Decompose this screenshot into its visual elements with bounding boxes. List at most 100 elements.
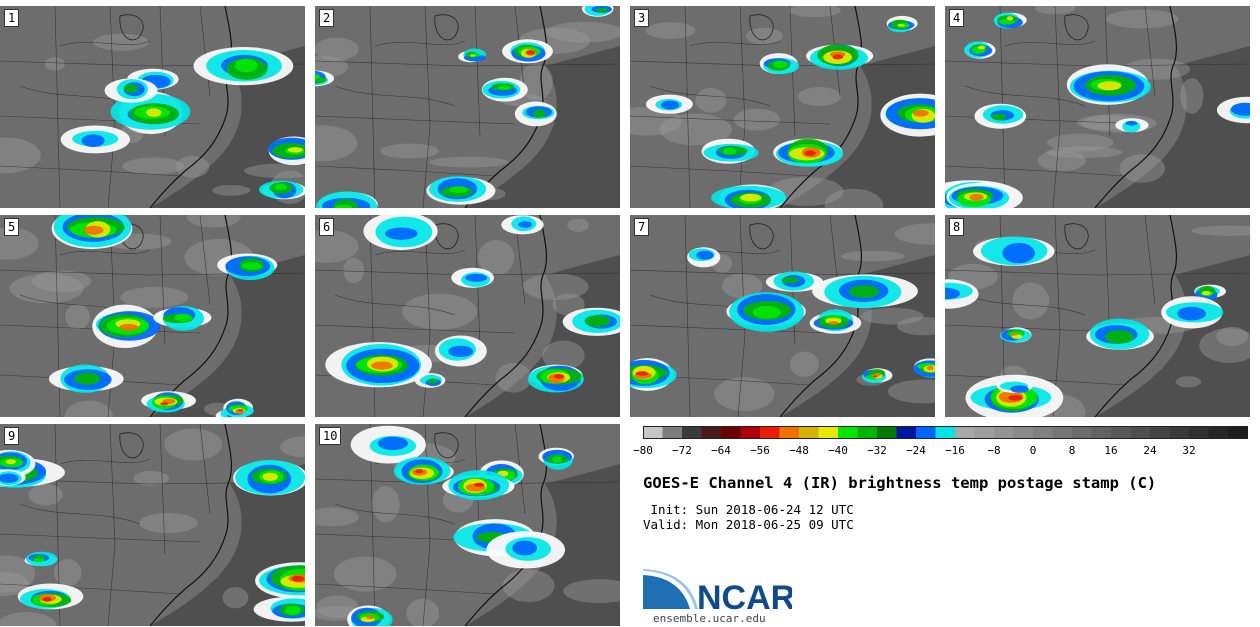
- cloud-cluster: [945, 279, 979, 309]
- panel-label-4: 4: [949, 9, 965, 27]
- colorbar-cell: [857, 426, 878, 439]
- cloud-cluster: [630, 358, 677, 391]
- haze-patch: [406, 598, 440, 626]
- cloud-cluster: [701, 138, 759, 164]
- state-boundary: [159, 424, 166, 555]
- panel-label-5: 5: [4, 218, 20, 236]
- state-boundary: [422, 215, 431, 417]
- state-boundary: [737, 215, 746, 417]
- cloud-layer: [552, 456, 562, 463]
- haze-patch: [522, 273, 589, 301]
- colorbar-tick-label: 16: [1104, 444, 1118, 457]
- panel-label-6: 6: [319, 218, 335, 236]
- cloud-layer: [991, 113, 1007, 121]
- state-boundary: [0, 165, 181, 177]
- member-panel-8: 8: [945, 215, 1250, 417]
- haze-patch: [861, 307, 924, 325]
- state-boundary: [474, 6, 481, 137]
- cloud-layer: [241, 262, 262, 270]
- cloud-layer: [897, 24, 905, 27]
- cloud-layer: [449, 186, 469, 194]
- haze-patch: [542, 340, 585, 371]
- cloud-layer: [448, 345, 474, 358]
- cloud-layer: [469, 54, 476, 57]
- cloud-cluster: [773, 138, 843, 167]
- panel-label-7: 7: [634, 218, 650, 236]
- cloud-layer: [969, 193, 984, 201]
- cloud-cluster: [1216, 96, 1250, 124]
- ir-map-4: [945, 6, 1250, 208]
- ncar-logo: NCAR: [643, 569, 792, 613]
- cloud-cluster: [141, 391, 197, 413]
- cloud-layer: [660, 100, 680, 110]
- state-boundary: [649, 85, 771, 107]
- cloud-cluster: [1161, 296, 1224, 329]
- cloud-cluster: [687, 247, 721, 268]
- haze-patch: [315, 507, 359, 527]
- state-boundary: [945, 165, 1126, 177]
- cloud-layer: [0, 473, 19, 483]
- cloud-layer: [1104, 330, 1134, 344]
- cloud-layer: [926, 365, 934, 370]
- cloud-cluster: [886, 15, 918, 33]
- colorbar-cell: [994, 426, 1014, 439]
- cloud-cluster: [974, 103, 1027, 129]
- haze-patch: [767, 177, 844, 206]
- ocean-area: [465, 464, 620, 626]
- cloud-cluster: [999, 327, 1032, 343]
- cloud-cluster: [862, 368, 893, 383]
- cloud-layer: [284, 605, 301, 616]
- colorbar-cell: [1130, 426, 1151, 439]
- cloud-cluster: [1115, 118, 1149, 133]
- panel-label-2: 2: [319, 9, 335, 27]
- state-boundary: [199, 6, 211, 97]
- cloud-cluster: [426, 176, 496, 205]
- cloud-cluster: [48, 364, 124, 393]
- state-boundary: [1144, 6, 1156, 97]
- cloud-layer: [752, 305, 781, 319]
- member-panel-4: 4: [945, 6, 1250, 208]
- cloud-layer: [977, 45, 986, 50]
- haze-patch: [840, 250, 905, 262]
- colorbar-cell: [643, 426, 663, 439]
- state-boundary: [334, 503, 456, 525]
- coastline: [149, 424, 233, 626]
- haze-patch: [334, 556, 397, 592]
- cloud-cluster: [255, 562, 305, 599]
- cloud-cluster: [0, 449, 36, 478]
- cloud-cluster: [223, 398, 254, 417]
- haze-patch: [563, 579, 620, 604]
- state-boundary: [315, 165, 496, 177]
- cloud-cluster: [765, 271, 824, 292]
- state-boundary: [0, 533, 201, 543]
- colorbar-cell: [974, 426, 995, 439]
- cloud-cluster: [259, 180, 305, 200]
- cloud-layer: [146, 108, 162, 117]
- haze-patch: [1180, 78, 1204, 114]
- cloud-layer: [377, 436, 408, 450]
- colorbar-cell: [1013, 426, 1034, 439]
- great-lakes-outline: [434, 14, 459, 41]
- panel-label-3: 3: [634, 9, 650, 27]
- state-boundary: [964, 294, 1086, 316]
- cloud-layer: [1177, 306, 1206, 321]
- haze-patch: [824, 188, 884, 208]
- cloud-cluster: [393, 456, 454, 485]
- haze-patch: [789, 351, 819, 377]
- member-panel-1: 1: [0, 6, 305, 208]
- colorbar-cell: [799, 426, 819, 439]
- haze-patch: [788, 6, 841, 18]
- haze-patch: [315, 37, 359, 61]
- colorbar-cell: [935, 426, 956, 439]
- haze-patch: [567, 218, 589, 233]
- cloud-layer: [696, 250, 714, 260]
- colorbar-border: [643, 426, 1248, 439]
- state-boundary: [334, 85, 456, 107]
- colorbar-cell: [662, 426, 683, 439]
- cloud-layer: [473, 482, 485, 487]
- colorbar-cell: [779, 426, 800, 439]
- state-boundary: [107, 6, 116, 208]
- cloud-layer: [1230, 102, 1250, 116]
- great-lakes-outline: [119, 432, 144, 459]
- cloud-layer: [1006, 16, 1014, 21]
